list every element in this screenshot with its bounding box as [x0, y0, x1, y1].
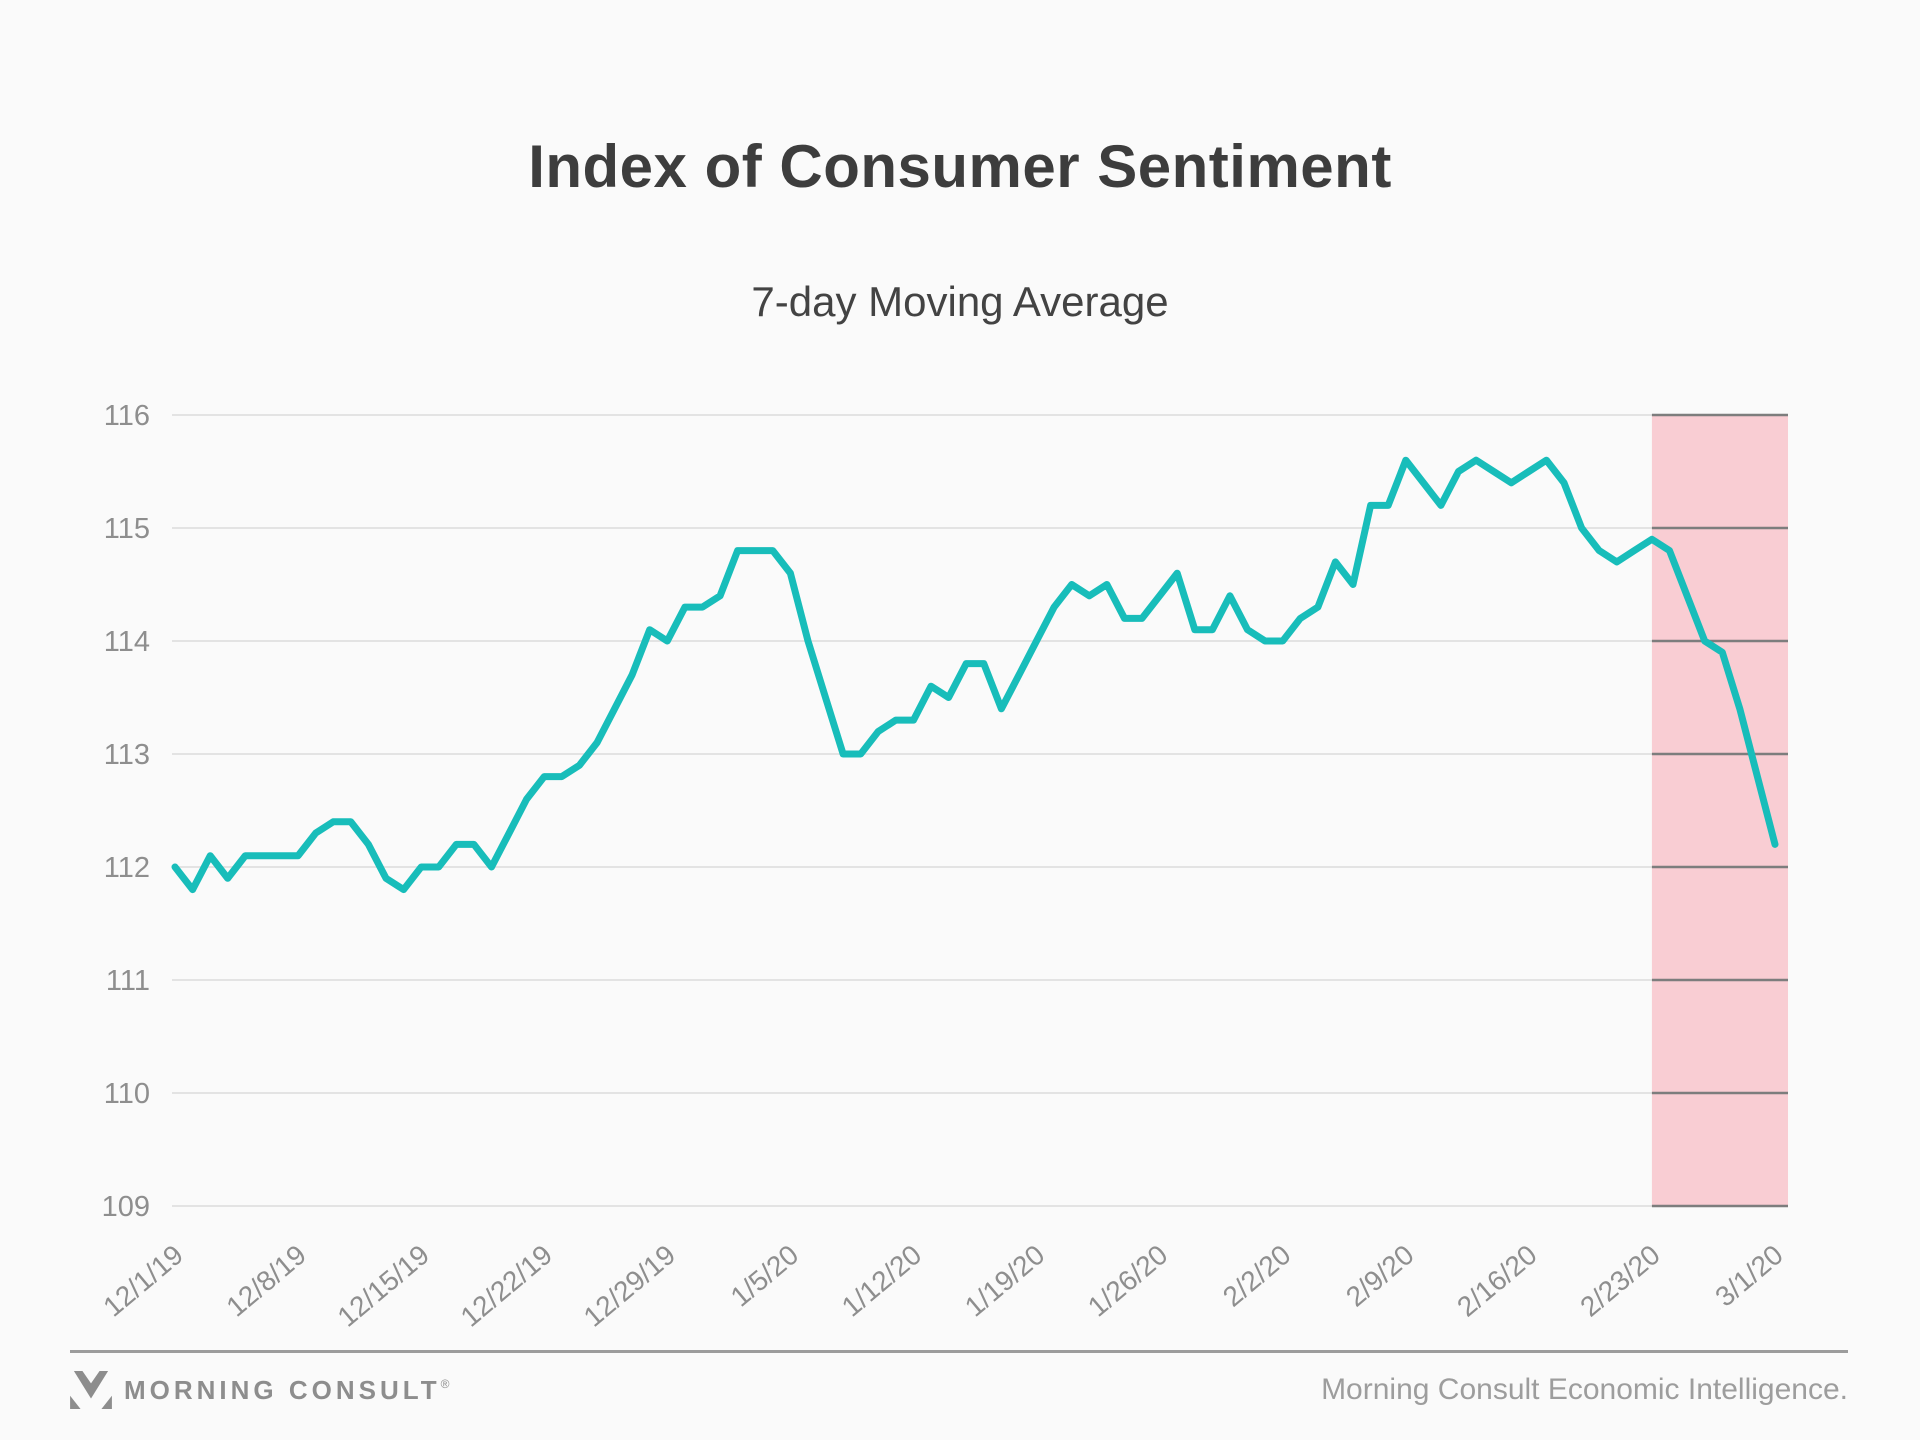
- page-subtitle: 7-day Moving Average: [751, 278, 1169, 325]
- svg-text:12/8/19: 12/8/19: [220, 1239, 311, 1323]
- svg-text:12/22/19: 12/22/19: [455, 1239, 558, 1333]
- svg-text:2/9/20: 2/9/20: [1340, 1239, 1420, 1313]
- gridlines: [172, 414, 1788, 1207]
- svg-text:12/15/19: 12/15/19: [332, 1239, 435, 1333]
- svg-text:115: 115: [104, 513, 150, 545]
- footer-credit: Morning Consult Economic Intelligence.: [1321, 1373, 1848, 1406]
- svg-text:112: 112: [104, 852, 150, 884]
- svg-text:111: 111: [106, 965, 150, 997]
- footer: MORNING CONSULT ® Morning Consult Economi…: [70, 1350, 1848, 1409]
- svg-text:1/26/20: 1/26/20: [1082, 1239, 1173, 1323]
- svg-text:109: 109: [102, 1191, 150, 1223]
- svg-text:12/1/19: 12/1/19: [97, 1239, 188, 1323]
- gridlines-highlighted: [1651, 413, 1788, 1208]
- svg-text:3/1/20: 3/1/20: [1709, 1239, 1789, 1313]
- svg-text:116: 116: [104, 400, 150, 432]
- x-axis-labels: 12/1/19 12/8/19 12/15/19 12/22/19 12/29/19 1/…: [97, 1239, 1788, 1333]
- svg-text:2/16/20: 2/16/20: [1451, 1239, 1542, 1323]
- morning-consult-logo-icon: [70, 1371, 112, 1409]
- svg-text:2/2/20: 2/2/20: [1217, 1239, 1297, 1313]
- page-title: Index of Consumer Sentiment: [528, 133, 1392, 200]
- brand-wordmark: MORNING CONSULT: [124, 1374, 441, 1405]
- svg-text:1/5/20: 1/5/20: [725, 1239, 805, 1313]
- svg-text:110: 110: [104, 1078, 150, 1110]
- svg-text:12/29/19: 12/29/19: [578, 1239, 681, 1333]
- registered-mark: ®: [440, 1377, 450, 1391]
- svg-text:113: 113: [104, 739, 150, 771]
- series-line: [171, 456, 1779, 894]
- svg-text:1/19/20: 1/19/20: [959, 1239, 1050, 1323]
- svg-text:114: 114: [104, 626, 150, 658]
- brand-logo: MORNING CONSULT ®: [70, 1371, 449, 1409]
- svg-text:1/12/20: 1/12/20: [836, 1239, 927, 1323]
- svg-text:2/23/20: 2/23/20: [1574, 1239, 1665, 1323]
- y-axis-labels: 116 115 114 113 112 111 110 109: [102, 400, 150, 1223]
